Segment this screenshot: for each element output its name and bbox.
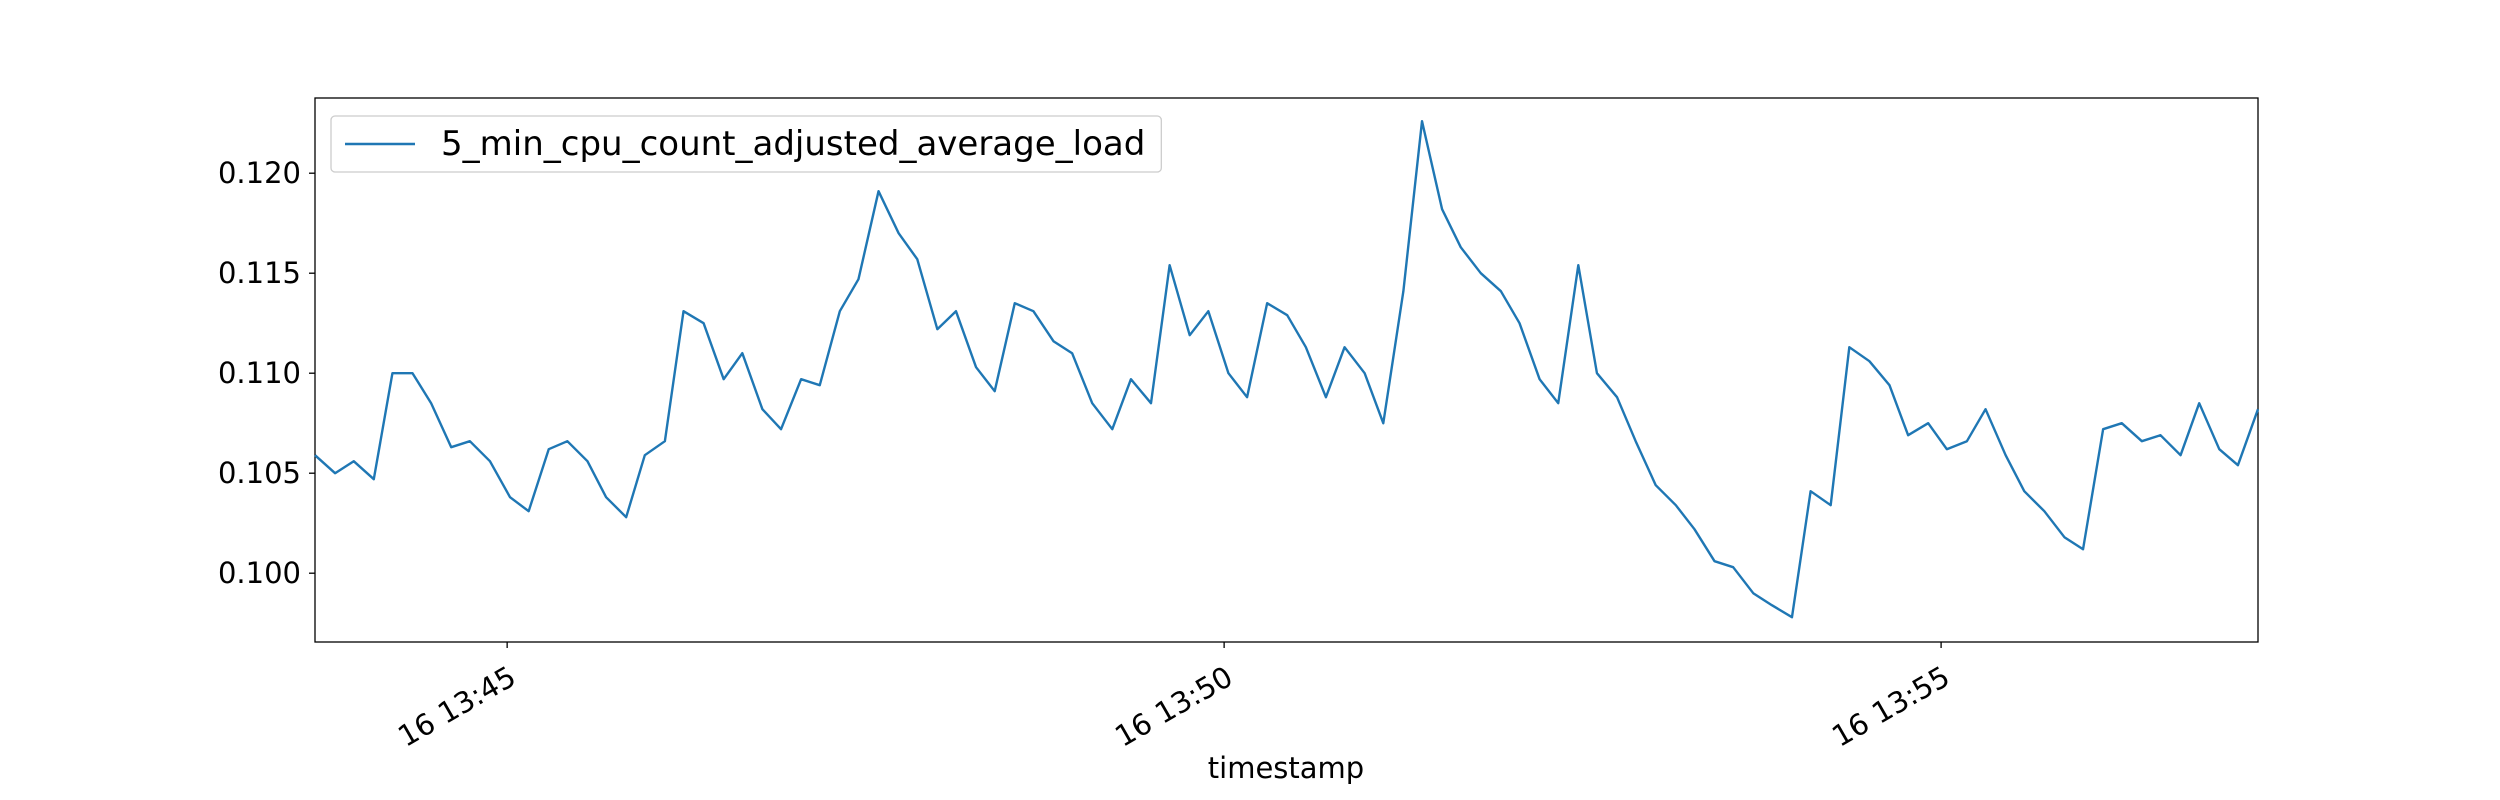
plot-frame	[314, 97, 2259, 643]
y-tick-label: 0.105	[218, 456, 301, 490]
x-tick-label: 16 13:55	[1826, 659, 1955, 753]
legend: 5_min_cpu_count_adjusted_average_load	[330, 115, 1162, 173]
legend-box	[330, 115, 1162, 173]
y-tick-label: 0.110	[218, 356, 301, 390]
x-tick-label: 16 13:50	[1109, 659, 1238, 753]
x-axis-label: timestamp	[1208, 751, 1364, 785]
y-tick-label: 0.120	[218, 156, 301, 190]
x-tick-label: 16 13:45	[392, 659, 521, 753]
y-tick-label: 0.100	[218, 556, 301, 590]
y-tick-label: 0.115	[218, 256, 301, 290]
legend-label: 5_min_cpu_count_adjusted_average_load	[441, 124, 1145, 164]
data-line	[314, 119, 2260, 619]
